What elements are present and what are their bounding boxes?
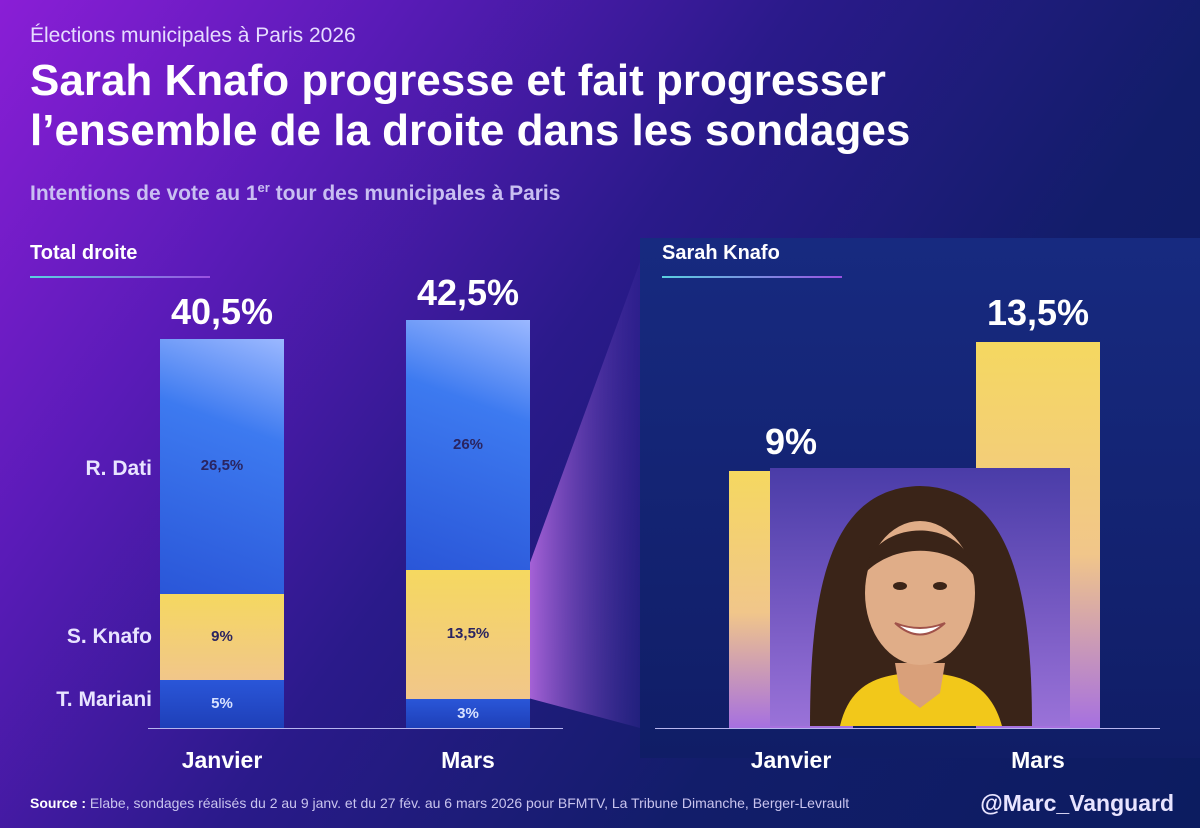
candidate-label-dati: R. Dati [85,457,152,480]
portrait-photo [770,468,1070,726]
segment-value-label: 26% [452,435,484,453]
segment-value-label: 9% [211,627,233,645]
source-text: Elabe, sondages réalisés du 2 au 9 janv.… [86,795,850,811]
subtitle-sup: er [257,180,270,195]
left-section-underline [30,276,210,278]
segment-value-label: 13,5% [446,625,490,643]
author-handle: @Marc_Vanguard [980,790,1174,816]
x-axis-line [148,728,563,729]
candidate-label-mariani: T. Mariani [56,688,152,711]
total-value-label: 42,5% [416,272,520,313]
title-line-2: l’ensemble de la droite dans les sondage… [30,106,911,155]
knafo-value-label: 9% [764,420,818,462]
portrait-photo-icon [770,468,1070,726]
x-tick-label: Janvier [750,747,832,773]
total-value-label: 40,5% [170,291,274,333]
candidate-label-knafo: S. Knafo [66,625,152,648]
subtitle-part-2: tour des municipales à Paris [269,182,561,205]
subtitle: Intentions de vote au 1er tour des munic… [30,180,560,206]
bar-segment-rdati-mars [406,320,530,570]
stacked-bar-chart: 5% 9% 26,5% 40,5% Janvier 3% 13,5% 26% 42,5% Mars [148,272,563,773]
bar-segment-sknafo-janvier [160,593,284,680]
title-line-1: Sarah Knafo progresse et fait progresser [30,56,886,105]
bar-segment-tmariani-mars [406,699,530,728]
x-axis-line [655,728,1160,729]
x-tick-label: Mars [441,747,495,773]
segment-value-label: 3% [457,704,479,722]
subtitle-part-1: Intentions de vote au 1 [30,182,258,205]
segment-value-label: 26,5% [200,457,244,475]
x-tick-label: Mars [1011,747,1065,773]
knafo-value-label: 13,5% [986,291,1090,333]
bar-segment-sknafo-mars [406,569,530,700]
bar-segment-rdati-janvier [160,339,284,594]
page-title: Sarah Knafo progresse et fait progresser… [30,56,1150,156]
right-section-title: Sarah Knafo [662,242,780,264]
source-label: Source : [30,795,87,811]
x-tick-label: Janvier [181,747,263,773]
right-section-underline [662,276,842,278]
bar-segment-tmariani-janvier [160,680,284,728]
left-section-title: Total droite [30,242,138,264]
eyebrow: Élections municipales à Paris 2026 [30,24,356,47]
segment-value-label: 5% [211,695,233,712]
source-note: Source : Elabe, sondages réalisés du 2 a… [30,795,849,811]
